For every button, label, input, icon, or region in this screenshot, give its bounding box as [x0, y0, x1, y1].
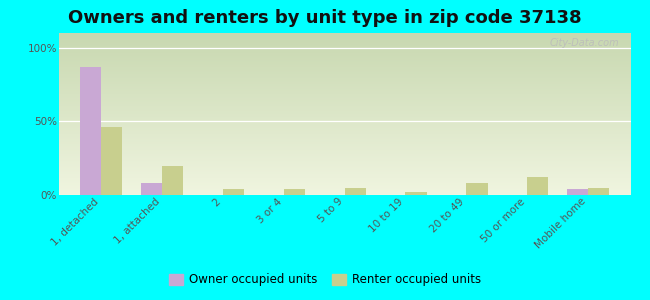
Bar [80, 67, 101, 195]
Legend: Owner occupied units, Renter occupied units: Owner occupied units, Renter occupied un… [164, 269, 486, 291]
Bar [344, 188, 366, 195]
Bar [223, 189, 244, 195]
Bar [567, 189, 588, 195]
Text: Owners and renters by unit type in zip code 37138: Owners and renters by unit type in zip c… [68, 9, 582, 27]
Bar [406, 192, 426, 195]
Bar [162, 166, 183, 195]
Bar [466, 183, 488, 195]
Bar [588, 188, 609, 195]
Bar [140, 183, 162, 195]
Bar [283, 189, 305, 195]
Text: City-Data.com: City-Data.com [549, 38, 619, 48]
Bar [527, 177, 549, 195]
Bar [101, 127, 122, 195]
